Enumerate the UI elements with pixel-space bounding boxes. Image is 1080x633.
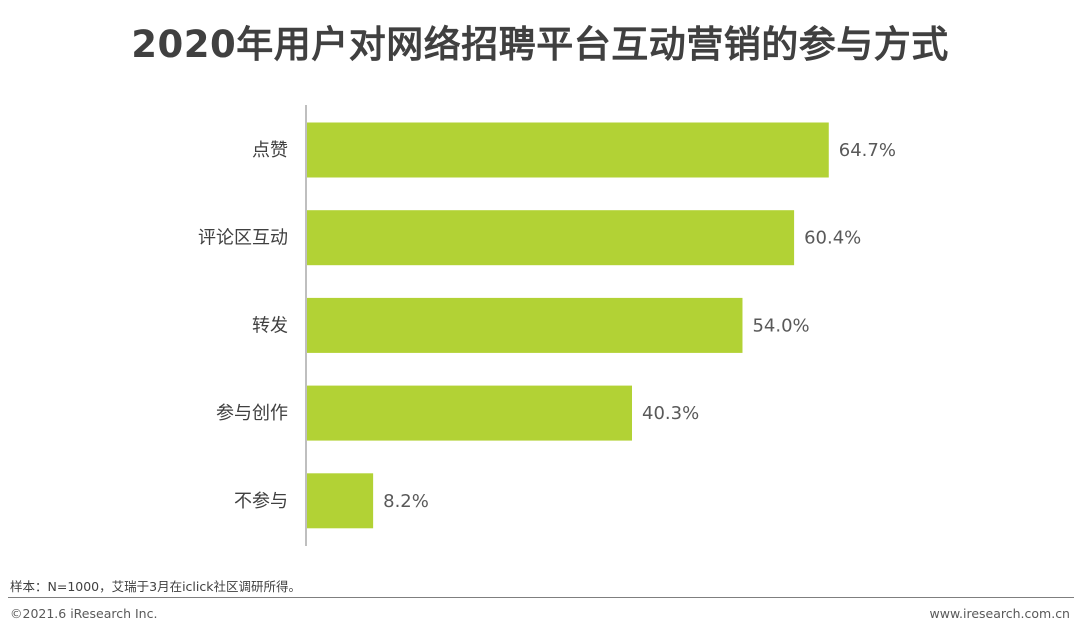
category-label: 转发 [252,315,288,336]
category-label: 点赞 [252,140,288,161]
bar-chart: 点赞 64.7% 评论区互动 60.4% 转发 54.0% 参与创作 40.3% 不参与 8.2% [198,105,896,546]
bars-group: 点赞 64.7% 评论区互动 60.4% 转发 54.0% 参与创作 40.3% 不参与 8.2% [198,122,896,529]
value-label: 54.0% [752,315,809,336]
category-label: 不参与 [234,491,288,512]
footer-divider [8,597,1074,598]
category-label: 评论区互动 [198,228,288,249]
value-label: 64.7% [839,140,896,161]
chart-title: 2020年用户对网络招聘平台互动营销的参与方式 [131,23,949,66]
category-label: 参与创作 [216,403,288,424]
copyright-text: ©2021.6 iResearch Inc. [10,606,158,621]
website-text: www.iresearch.com.cn [929,606,1071,621]
bar-3 [307,385,632,441]
bar-2 [307,297,743,353]
value-label: 40.3% [642,403,699,424]
bar-1 [307,210,795,266]
value-label: 60.4% [804,228,861,249]
bar-0 [307,122,829,178]
value-label: 8.2% [383,491,429,512]
bar-4 [307,473,374,529]
sample-footnote: 样本：N=1000，艾瑞于3月在iclick社区调研所得。 [10,579,301,594]
